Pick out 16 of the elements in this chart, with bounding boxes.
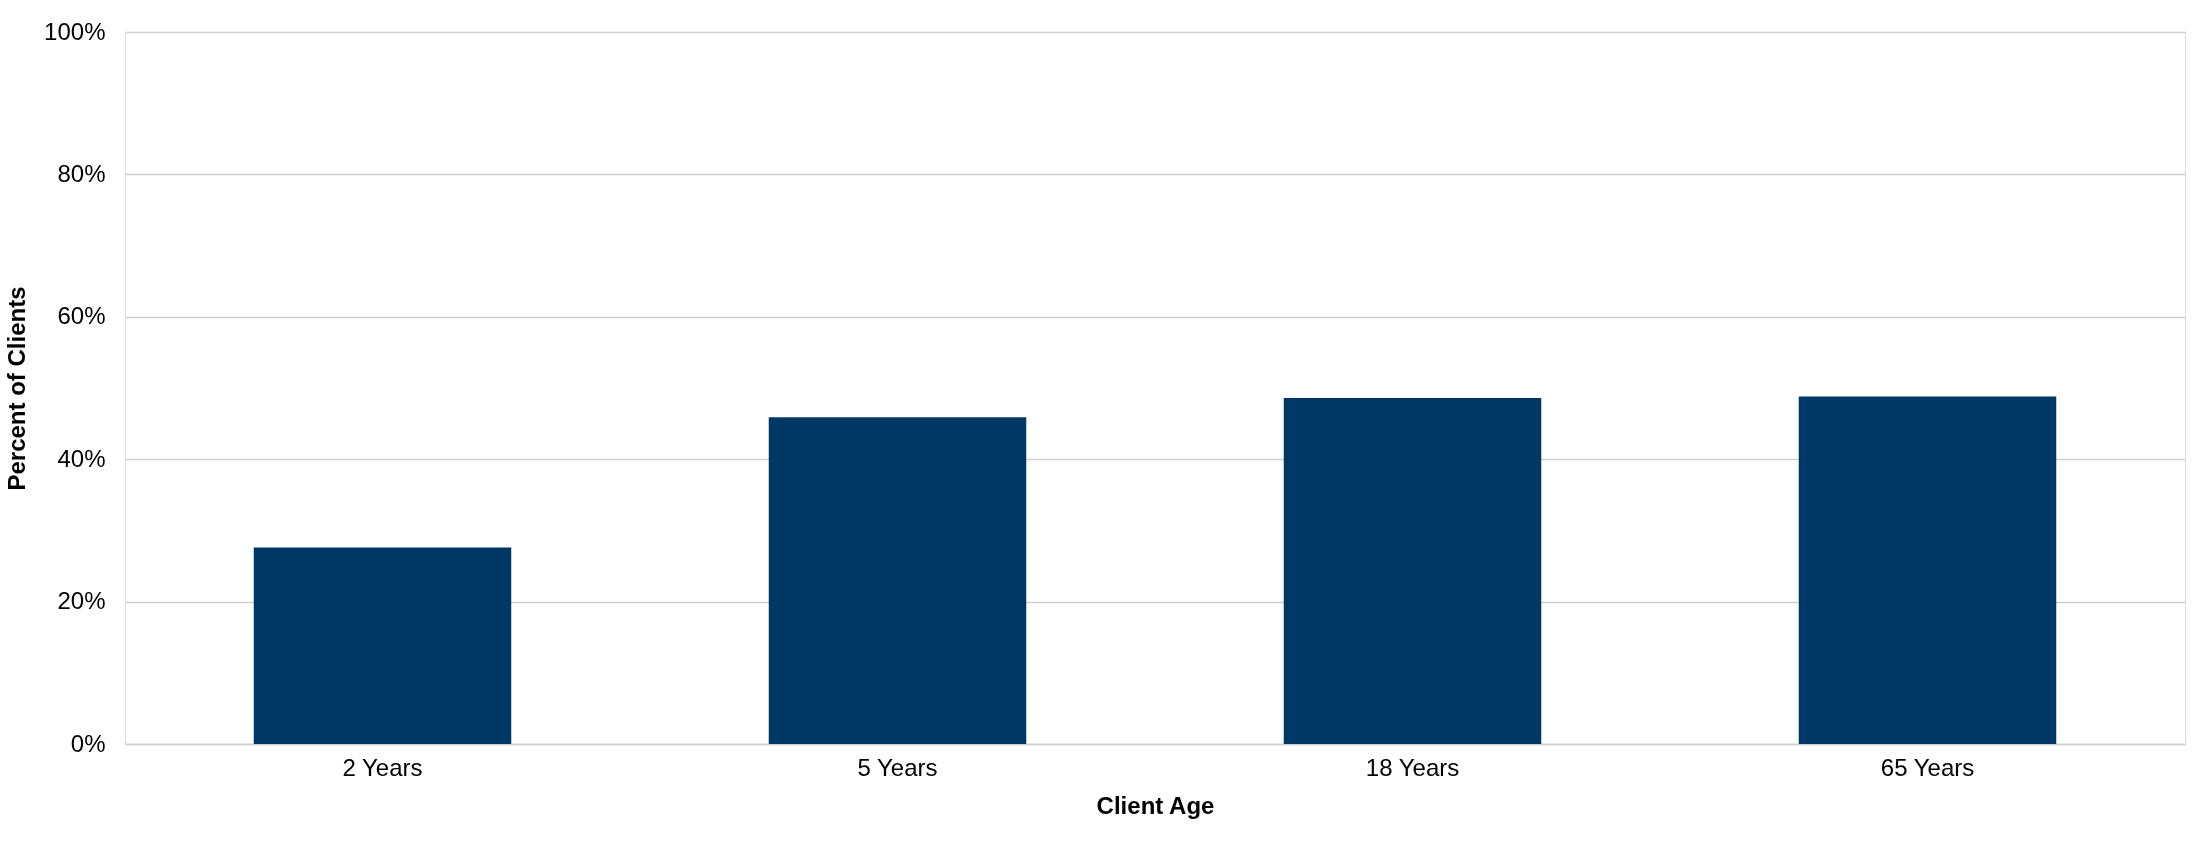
- x-tick-label: 5 Years: [857, 753, 938, 781]
- y-tick-label: 60%: [57, 302, 106, 330]
- x-tick-label: 18 Years: [1365, 753, 1460, 781]
- y-tick-label: 80%: [57, 159, 106, 187]
- bar: [768, 417, 1027, 744]
- bar: [1283, 397, 1542, 744]
- y-tick-label: 20%: [57, 587, 106, 615]
- x-tick-label: 2 Years: [342, 753, 423, 781]
- x-tick-label: 65 Years: [1880, 753, 1975, 781]
- bar: [253, 547, 512, 744]
- y-tick-label: 0%: [70, 729, 106, 757]
- y-tick-label: 40%: [57, 444, 106, 472]
- bar: [1798, 396, 2057, 744]
- y-axis-title: Percent of Clients: [3, 286, 31, 491]
- x-axis-title: Client Age: [1096, 791, 1215, 819]
- y-tick-label: 100%: [44, 17, 106, 45]
